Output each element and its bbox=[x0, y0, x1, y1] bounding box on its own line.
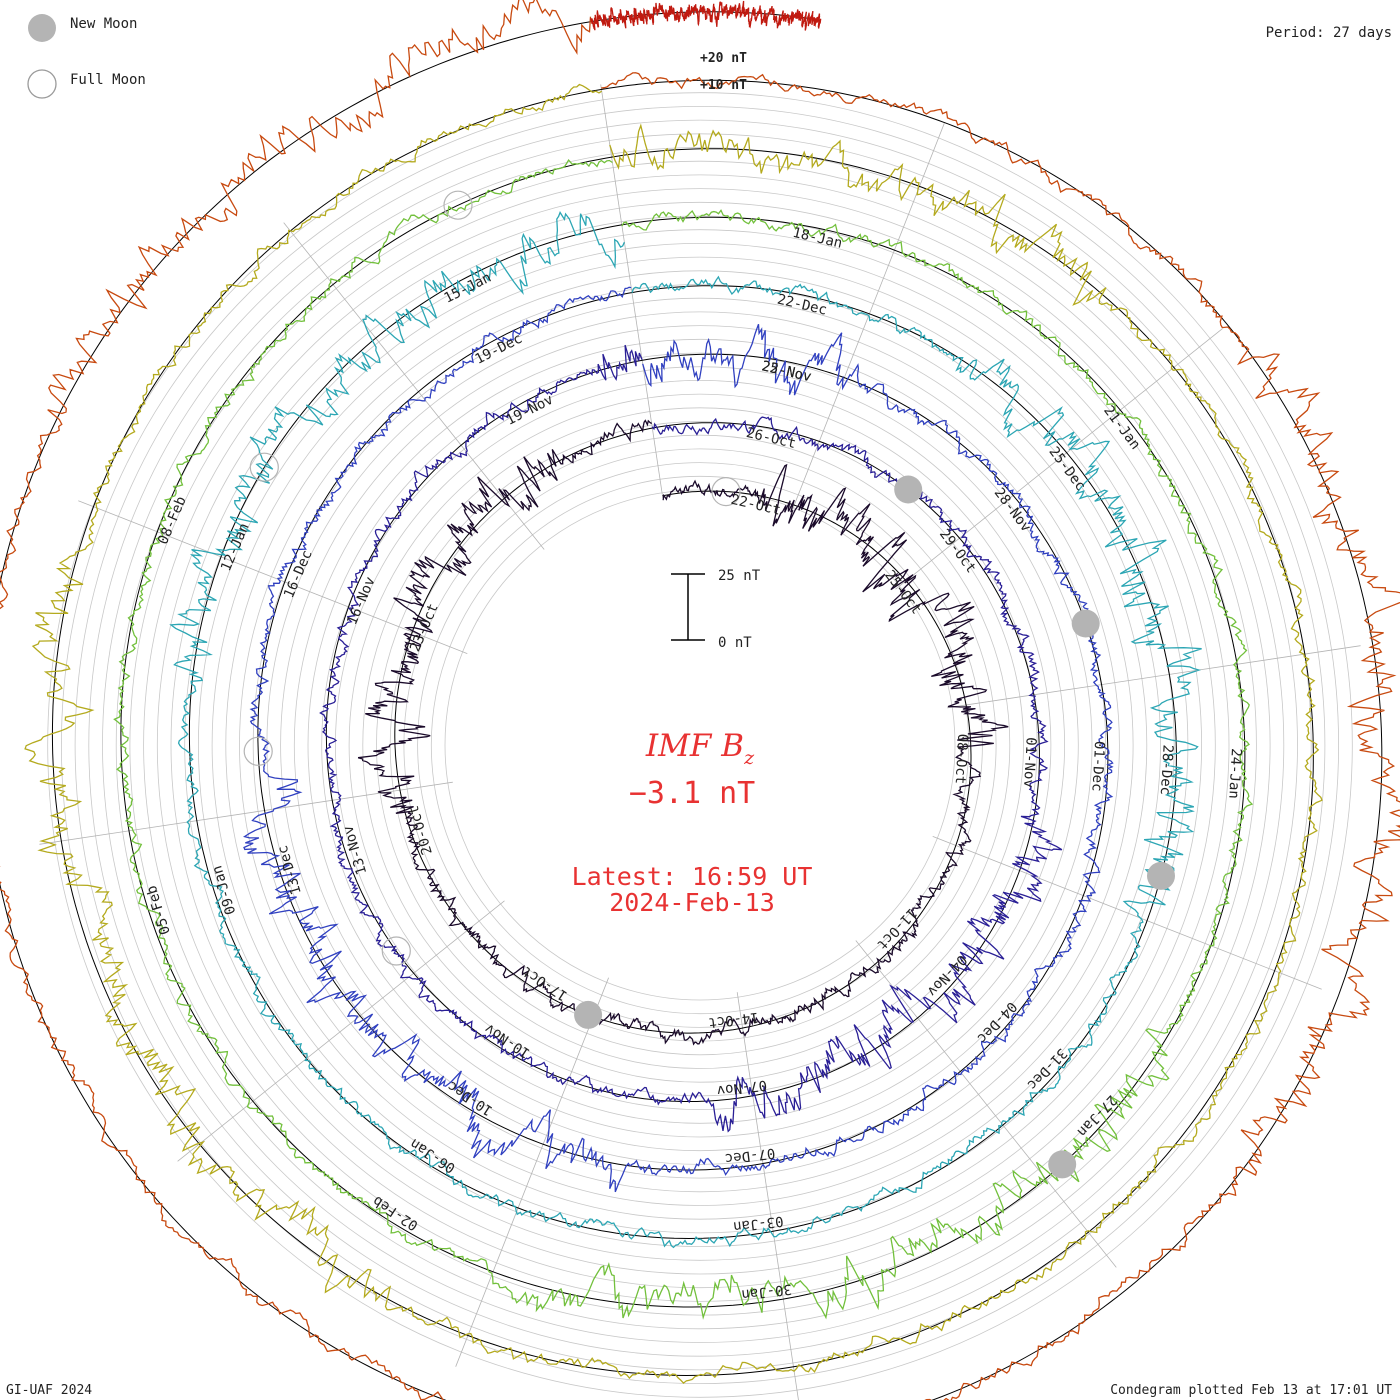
grid-ring bbox=[252, 297, 1148, 1193]
grid-ring bbox=[334, 379, 1066, 1111]
legend-new-moon-label: New Moon bbox=[70, 16, 137, 32]
grid-ring bbox=[47, 92, 1353, 1398]
date-label: 11-Oct bbox=[873, 905, 919, 953]
trace-ring-3 bbox=[169, 211, 1202, 1249]
date-label: 03-Jan bbox=[732, 1212, 784, 1234]
quantity-title: IMF Bz bbox=[645, 728, 755, 769]
moon-markers bbox=[243, 190, 1175, 1179]
date-label: 08-Feb bbox=[155, 494, 190, 547]
trace-ring-4 bbox=[113, 158, 1254, 1320]
grid-ring bbox=[184, 229, 1216, 1261]
date-label: 29-Oct bbox=[936, 526, 979, 576]
period-label: Period: 27 days bbox=[1266, 25, 1392, 41]
credit-label: GI-UAF 2024 bbox=[6, 1383, 92, 1398]
grid-ring bbox=[225, 270, 1175, 1220]
trace-ring-7 bbox=[590, 0, 822, 31]
date-label: 27-Jan bbox=[1074, 1092, 1120, 1140]
quantity-sub: z bbox=[743, 747, 755, 769]
date-label: 24-Jan bbox=[1225, 748, 1244, 799]
scale-bar: 25 nT 0 nT bbox=[671, 568, 761, 651]
spoke-line bbox=[855, 940, 1117, 1268]
spoke-line bbox=[895, 328, 1223, 590]
grid-ring bbox=[61, 106, 1339, 1384]
ref-label-plus10: +10 nT bbox=[700, 78, 747, 93]
grid-ring bbox=[74, 119, 1326, 1371]
date-label: 07-Nov bbox=[716, 1076, 768, 1098]
spoke-line bbox=[78, 500, 468, 654]
new-moon-marker bbox=[894, 475, 923, 504]
scale-top-label: 25 nT bbox=[718, 568, 761, 584]
date-label: 28-Dec bbox=[1157, 744, 1176, 795]
plotted-label: Condegram plotted Feb 13 at 17:01 UT bbox=[1110, 1383, 1392, 1398]
full-moon-marker bbox=[711, 477, 741, 507]
full-moon-marker bbox=[443, 190, 473, 220]
new-moon-marker bbox=[1071, 609, 1100, 638]
date-label: 31-Dec bbox=[1024, 1045, 1070, 1093]
quantity-main: IMF B bbox=[645, 728, 744, 764]
date-label: 07-Dec bbox=[724, 1144, 776, 1166]
scale-bottom-label: 0 nT bbox=[718, 635, 752, 651]
grid-ring bbox=[348, 393, 1052, 1097]
grid-ring bbox=[376, 421, 1024, 1069]
date-label: 16-Nov bbox=[344, 575, 379, 628]
new-moon-marker bbox=[1147, 861, 1175, 890]
spoke-line bbox=[455, 977, 609, 1367]
date-label: 19-Dec bbox=[473, 331, 525, 368]
latest-date: 2024-Feb-13 bbox=[609, 888, 775, 917]
trace-ring-0 bbox=[357, 419, 1009, 1046]
grid-ring bbox=[280, 325, 1120, 1165]
grid-ring bbox=[321, 366, 1079, 1124]
grid-ring bbox=[430, 475, 970, 1015]
trace-ring-5 bbox=[24, 83, 1323, 1384]
date-label: 19-Nov bbox=[504, 392, 556, 429]
grid-ring bbox=[211, 256, 1189, 1234]
date-label: 16-Dec bbox=[281, 548, 316, 601]
new-moon-marker bbox=[1048, 1150, 1077, 1179]
legend-full-moon-label: Full Moon bbox=[70, 72, 146, 88]
spoke-line bbox=[177, 900, 505, 1162]
date-label: 25-Dec bbox=[1045, 444, 1088, 494]
date-label: 01-Dec bbox=[1088, 741, 1107, 792]
grid-ring bbox=[293, 338, 1107, 1152]
date-label: 30-Jan bbox=[741, 1280, 793, 1302]
grid-ring bbox=[156, 201, 1244, 1289]
full-moon-icon bbox=[27, 69, 57, 99]
spoke-line bbox=[932, 836, 1322, 990]
date-label: 25-Oct bbox=[881, 567, 924, 617]
date-label: 15-Jan bbox=[442, 270, 494, 307]
new-moon-marker bbox=[574, 1000, 603, 1029]
grid-ring bbox=[88, 133, 1312, 1357]
grid-ring bbox=[115, 160, 1285, 1330]
date-label: 04-Dec bbox=[974, 998, 1020, 1046]
spoke-lines bbox=[39, 84, 1361, 1400]
trace-ring-2 bbox=[243, 286, 1114, 1193]
full-moon-marker bbox=[243, 736, 273, 766]
spoke-line bbox=[600, 84, 664, 498]
date-label: 12-Jan bbox=[218, 521, 253, 574]
date-label: 04-Nov bbox=[924, 951, 970, 999]
grid-ring bbox=[102, 147, 1298, 1343]
spoke-line bbox=[947, 645, 1361, 709]
latest-time: Latest: 16:59 UT bbox=[572, 862, 813, 891]
grid-ring bbox=[307, 352, 1093, 1138]
date-label: 01-Nov bbox=[1020, 737, 1039, 788]
grid-ring bbox=[129, 174, 1271, 1316]
spoke-line bbox=[791, 123, 945, 513]
current-value: −3.1 nT bbox=[629, 776, 755, 811]
grid-ring bbox=[197, 242, 1203, 1248]
spoke-line bbox=[283, 222, 545, 550]
full-moon-marker bbox=[249, 452, 279, 482]
new-moon-icon bbox=[28, 14, 56, 42]
spoke-line bbox=[736, 992, 799, 1400]
ref-label-plus20: +20 nT bbox=[700, 51, 747, 66]
date-label: 14-Oct bbox=[707, 1009, 759, 1031]
grid-ring bbox=[143, 188, 1257, 1302]
trace-ring-1 bbox=[319, 344, 1063, 1133]
full-moon-marker bbox=[381, 936, 411, 966]
date-label: 08-Oct bbox=[952, 733, 971, 784]
